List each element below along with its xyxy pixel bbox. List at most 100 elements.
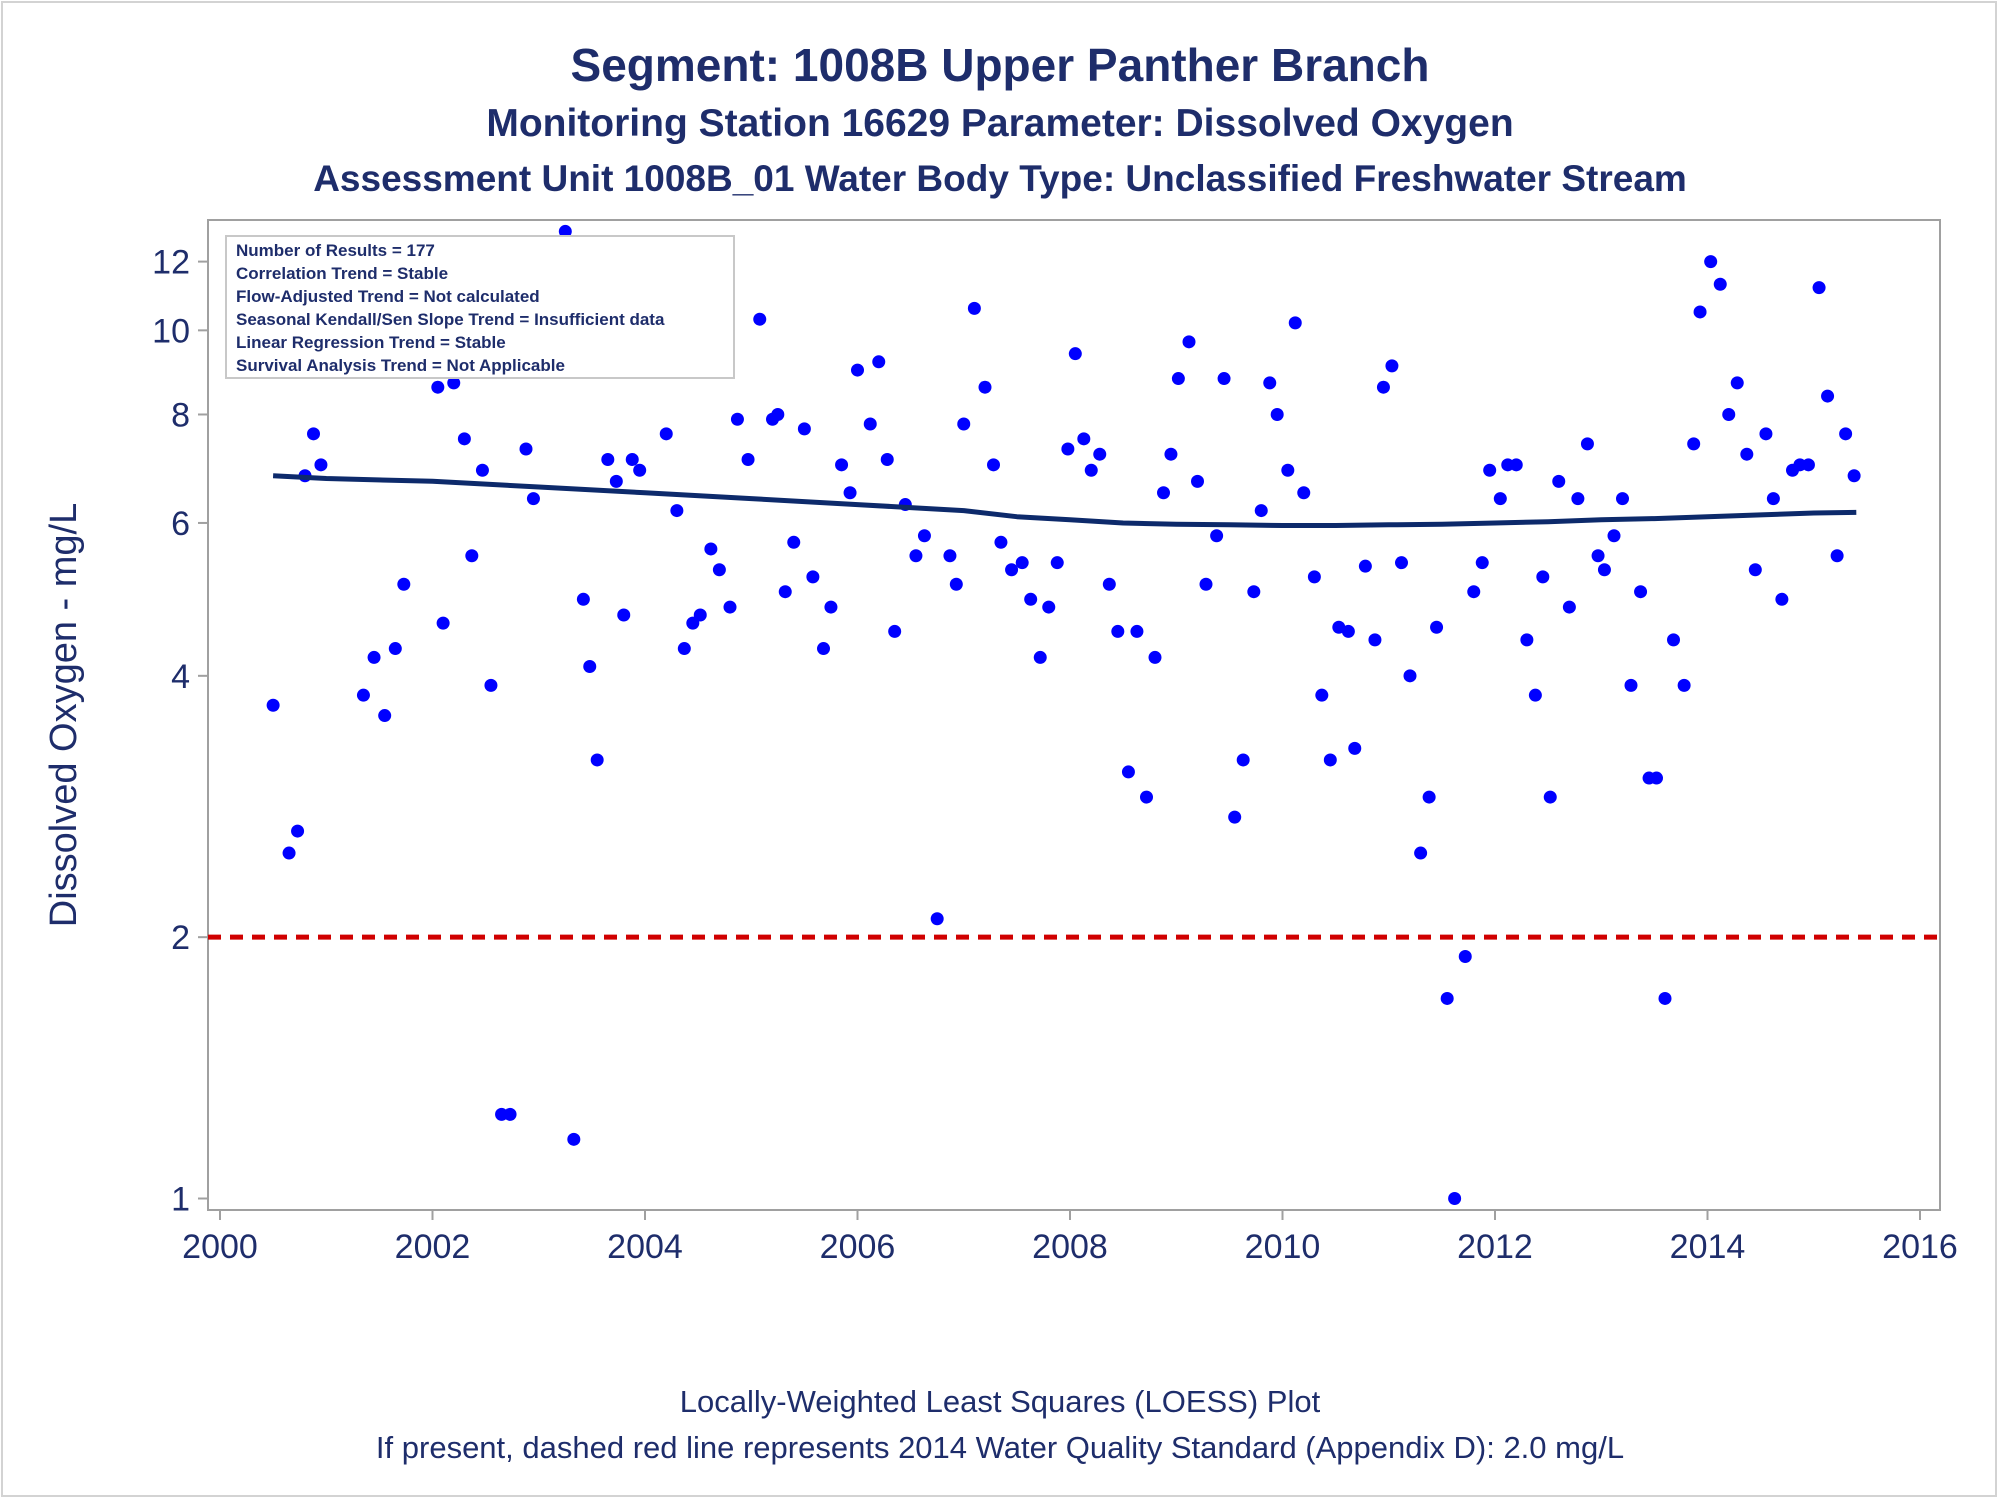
y-axis-label: Dissolved Oxygen - mg/L [43,503,85,928]
data-point [930,912,944,926]
data-point [475,463,489,477]
data-point [282,846,296,860]
data-point [1830,549,1844,563]
data-point [1140,790,1153,804]
data-point [1210,529,1224,543]
data-point [1270,407,1284,421]
stats-line-linear-regression: Linear Regression Trend = Stable [236,333,506,352]
data-point [1157,486,1170,500]
data-point [1483,463,1497,477]
footnote-standard: If present, dashed red line represents 2… [375,1430,1625,1465]
data-point [949,577,963,591]
data-point [1801,458,1815,472]
data-point [1607,529,1621,543]
data-point [1111,624,1125,638]
data-points [266,224,1861,1206]
data-point [957,417,971,431]
data-point [1759,427,1773,441]
data-point [1667,633,1680,647]
data-point [1658,991,1672,1005]
chart-title: Segment: 1008B Upper Panther Branch [570,39,1430,91]
data-point [797,422,811,436]
data-point [909,549,923,563]
data-point [1528,688,1542,702]
data-point [1552,474,1566,488]
data-point [1458,950,1472,964]
data-point [1591,549,1605,563]
data-point [741,452,755,466]
data-point [1730,376,1744,390]
stats-line-seasonal-kendall: Seasonal Kendall/Sen Slope Trend = Insuf… [236,310,665,329]
data-point [1766,492,1780,506]
data-point [1254,504,1268,518]
x-tick-label: 2012 [1457,1228,1533,1266]
x-tick-label: 2004 [607,1228,683,1266]
data-point [1102,577,1116,591]
data-point [1624,678,1638,692]
data-point [771,407,785,421]
data-point [1348,741,1362,755]
data-point [307,427,320,441]
stats-box-border [225,235,735,379]
data-point [1368,633,1382,647]
data-point [778,585,792,599]
data-point [356,688,370,702]
data-point [824,600,838,614]
data-point [863,417,877,431]
data-point [314,458,328,472]
data-point [987,458,1000,472]
y-tick-label: 4 [171,658,190,696]
x-tick-label: 2016 [1882,1228,1958,1266]
data-point [1687,437,1701,451]
data-point [1722,407,1736,421]
y-tick-label: 2 [171,919,190,957]
y-tick-label: 1 [171,1181,190,1219]
data-point [1812,281,1826,295]
data-point [1281,463,1295,477]
data-point [994,535,1008,549]
data-point [872,355,886,369]
data-point [583,660,597,674]
data-point [601,452,615,466]
y-tick-label: 8 [171,396,190,434]
data-point [1650,771,1663,785]
data-point [888,624,902,638]
data-point [1536,570,1550,584]
data-point [670,504,684,518]
data-point [1033,650,1047,664]
data-point [967,301,981,315]
data-point [1182,335,1196,349]
data-point [753,312,767,326]
data-point [590,753,604,767]
data-point [1571,492,1585,506]
y-tick-label: 10 [152,312,190,350]
data-point [558,224,572,238]
data-point [1430,620,1444,634]
data-point [723,600,737,614]
data-point [457,432,471,446]
data-point [1307,570,1321,584]
data-point [693,608,707,622]
data-point [1475,556,1489,570]
data-point [1448,1192,1462,1206]
data-point [576,592,590,606]
data-point [787,535,801,549]
data-point [378,709,392,723]
data-point [1315,688,1329,702]
data-point [1385,359,1399,373]
data-point [1042,600,1056,614]
stats-line-survival: Survival Analysis Trend = Not Applicable [236,356,565,375]
data-point [1509,458,1523,472]
data-point [851,363,864,377]
data-point [1467,585,1481,599]
data-point [1376,380,1390,394]
data-point [1358,559,1372,573]
footnote-loess: Locally-Weighted Least Squares (LOESS) P… [679,1384,1321,1419]
data-point [1263,376,1277,390]
data-point [1493,492,1507,506]
data-point [1520,633,1534,647]
data-point [1341,624,1355,638]
data-point [397,577,411,591]
data-point [1440,991,1454,1005]
